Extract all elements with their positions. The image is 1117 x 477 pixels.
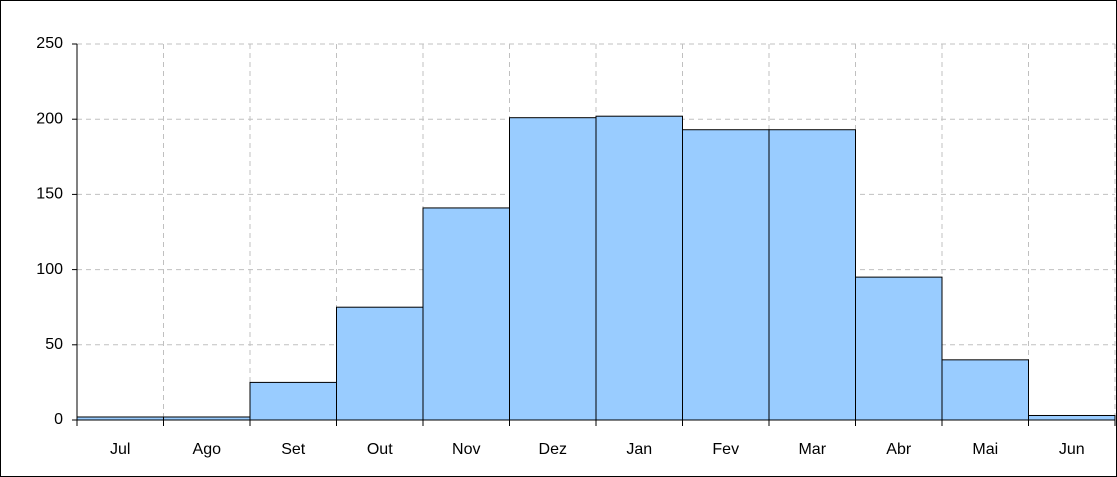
y-tick-label: 150 xyxy=(36,186,63,203)
y-tick-label: 0 xyxy=(54,411,63,428)
y-tick-label: 100 xyxy=(36,261,63,278)
x-tick-label: Set xyxy=(281,441,306,458)
bar xyxy=(249,381,337,421)
bar xyxy=(768,129,856,421)
bar xyxy=(941,359,1029,421)
x-tick-label: Jan xyxy=(626,441,652,458)
x-tick-label: Fev xyxy=(712,441,739,458)
x-tick-label: Abr xyxy=(886,441,912,458)
x-tick-label: Ago xyxy=(193,441,222,458)
bar xyxy=(509,117,597,421)
bar xyxy=(1028,414,1116,421)
x-tick-label: Mai xyxy=(972,441,998,458)
bar xyxy=(595,115,683,421)
y-tick-label: 200 xyxy=(36,110,63,127)
x-tick-label: Dez xyxy=(539,441,567,458)
x-tick-label: Nov xyxy=(452,441,480,458)
x-tick-label: Out xyxy=(367,441,393,458)
x-tick-label: Jul xyxy=(110,441,130,458)
bar xyxy=(336,306,424,421)
x-tick-label: Jun xyxy=(1059,441,1085,458)
x-tick-label: Mar xyxy=(798,441,826,458)
y-tick-label: 50 xyxy=(45,336,63,353)
y-tick-label: 250 xyxy=(36,35,63,52)
bar xyxy=(682,129,770,421)
bar xyxy=(422,207,510,421)
bar xyxy=(855,276,943,421)
